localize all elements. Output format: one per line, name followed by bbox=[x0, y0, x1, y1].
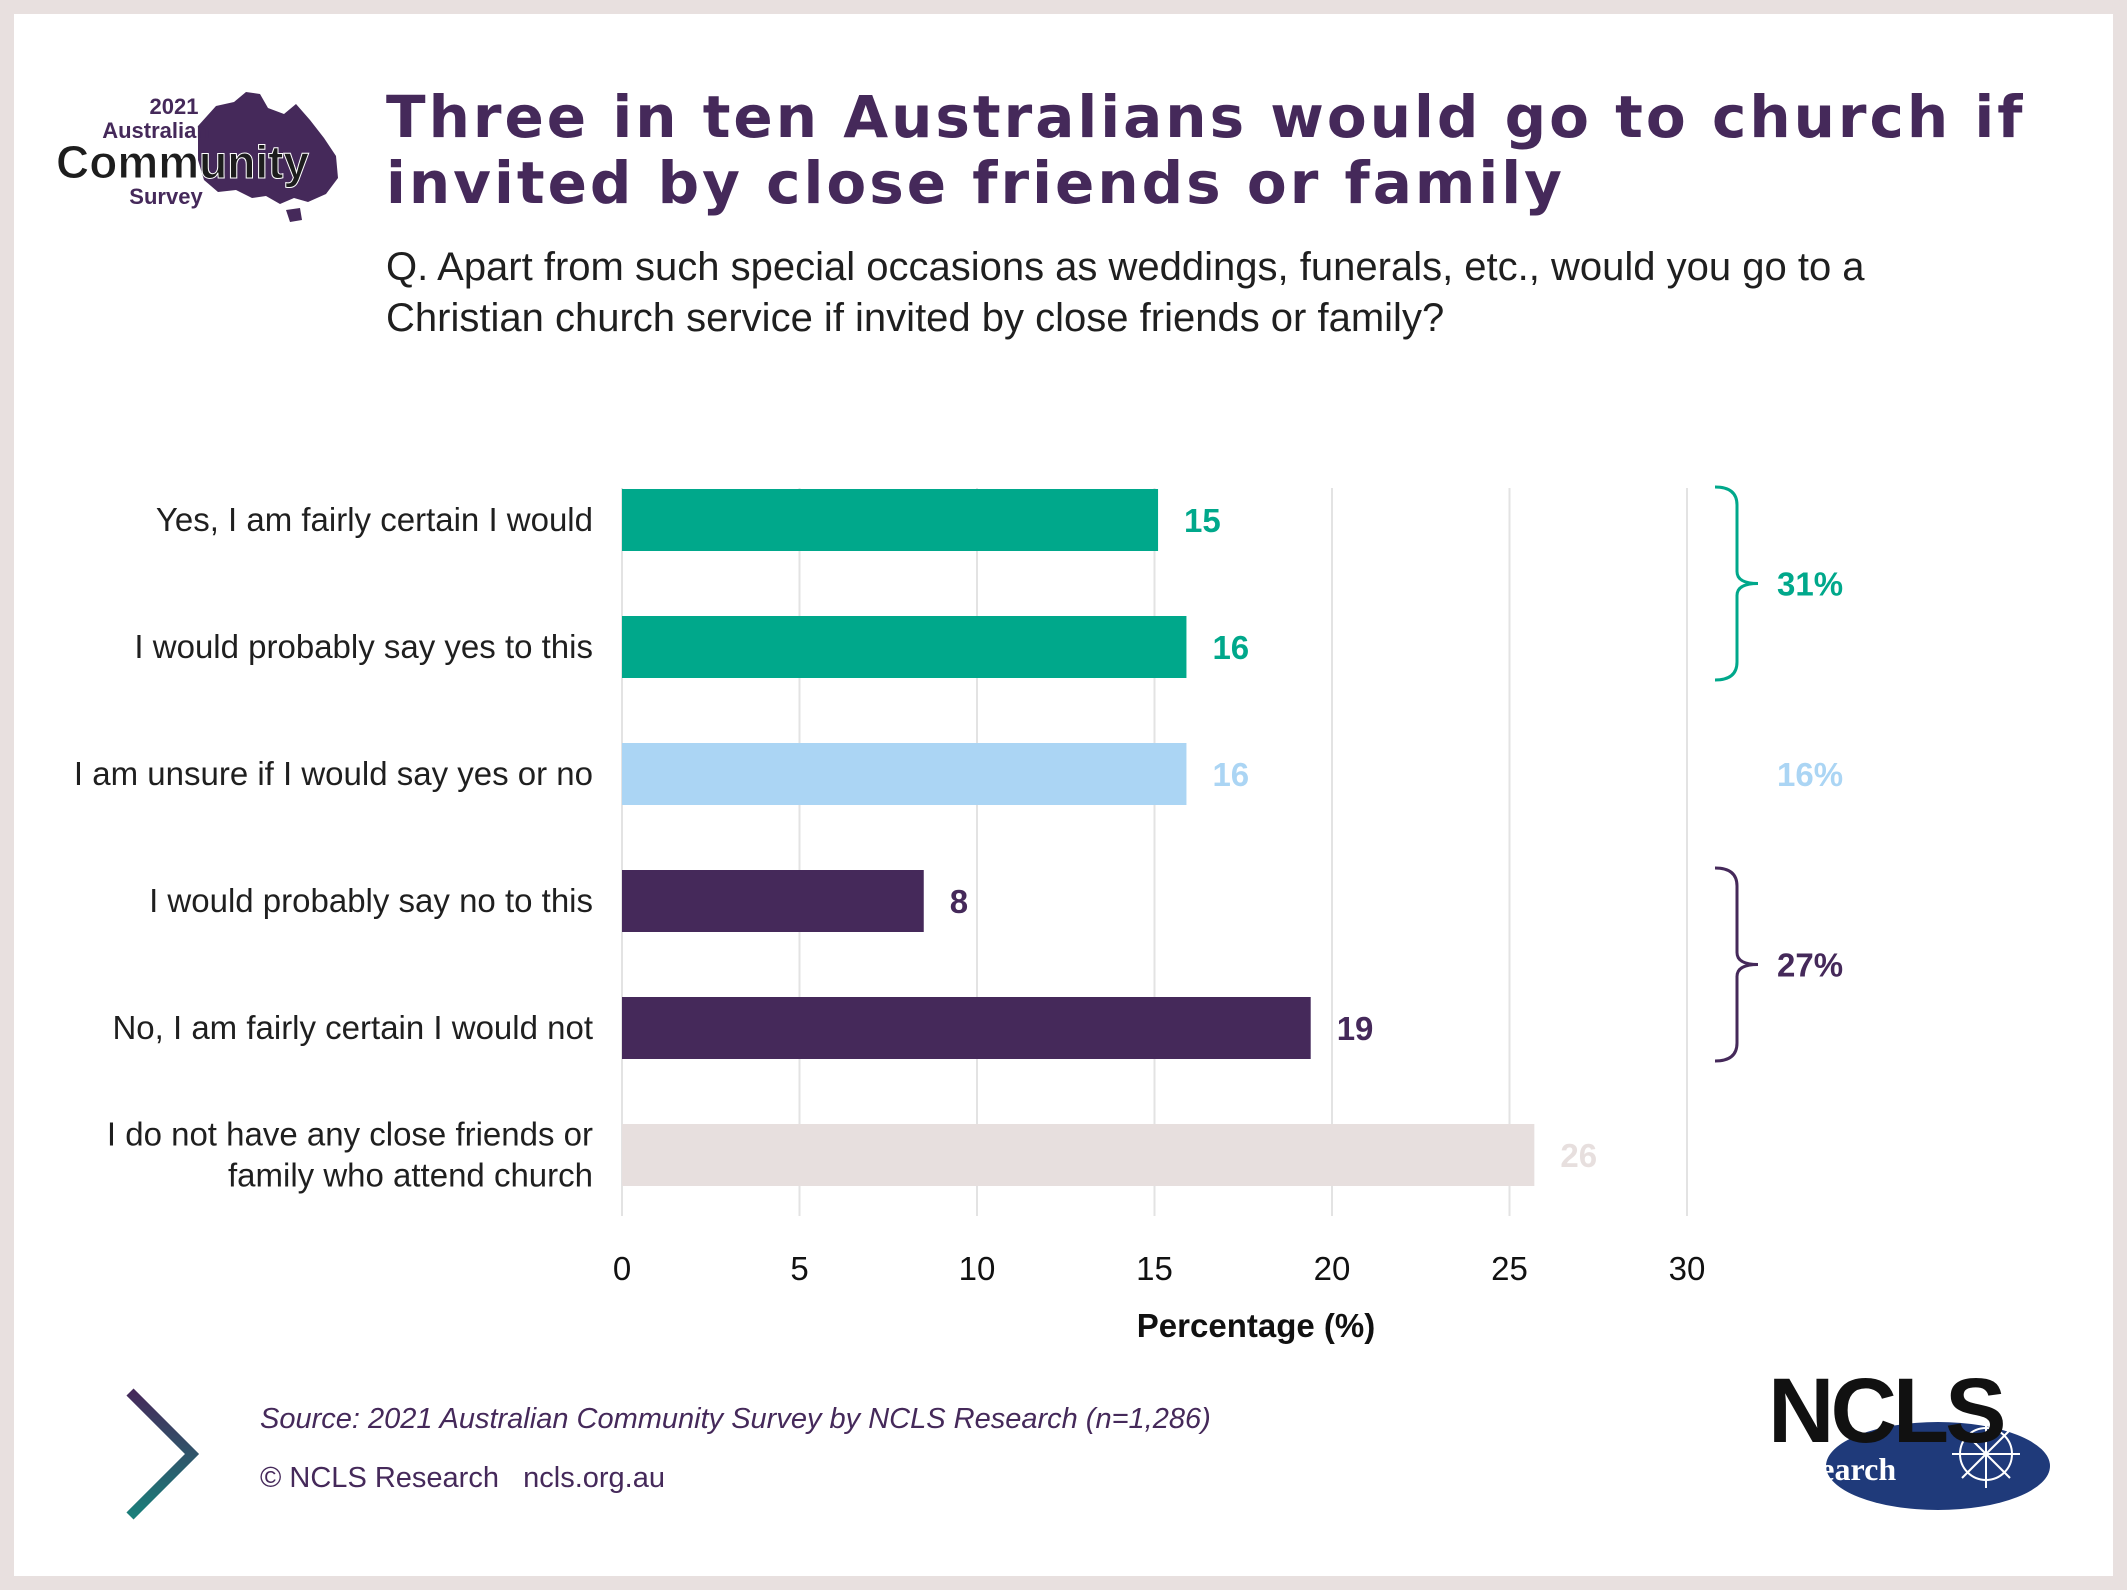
logo-line2: Community bbox=[56, 136, 309, 188]
x-tick-label: 25 bbox=[1491, 1250, 1528, 1287]
category-label: I would probably say yes to this bbox=[134, 628, 593, 665]
category-label-line: No, I am fairly certain I would not bbox=[112, 1009, 593, 1046]
category-label-line: family who attend church bbox=[228, 1157, 593, 1194]
research-wordmark: research bbox=[1780, 1451, 1896, 1487]
value-label: 15 bbox=[1184, 502, 1221, 539]
chevron-right-icon bbox=[126, 1388, 200, 1520]
x-tick-labels: 0 5 10 15 20 25 30 bbox=[613, 1250, 1706, 1287]
survey-question: Q. Apart from such special occasions as … bbox=[386, 245, 1865, 340]
category-label: I am unsure if I would say yes or no bbox=[74, 755, 593, 792]
category-label: I do not have any close friends or family… bbox=[107, 1116, 593, 1194]
category-label: I would probably say no to this bbox=[149, 882, 593, 919]
ncls-wordmark: NCLS bbox=[1768, 1362, 2003, 1462]
bar bbox=[622, 1124, 1535, 1186]
category-labels: Yes, I am fairly certain I would I would … bbox=[74, 501, 593, 1194]
logo-ellipse bbox=[1826, 1422, 2050, 1510]
logo-line1: Australian bbox=[102, 118, 210, 143]
bar bbox=[622, 997, 1311, 1059]
bars bbox=[622, 489, 1535, 1186]
x-tick-label: 0 bbox=[613, 1250, 631, 1287]
logo-year: 2021 bbox=[150, 94, 199, 119]
x-tick-label: 10 bbox=[959, 1250, 996, 1287]
x-tick-label: 15 bbox=[1136, 1250, 1173, 1287]
value-label: 19 bbox=[1337, 1010, 1374, 1047]
value-label: 16 bbox=[1212, 629, 1249, 666]
category-label-line: I would probably say yes to this bbox=[134, 628, 593, 665]
category-label-line: I do not have any close friends or bbox=[107, 1116, 593, 1153]
value-label: 8 bbox=[950, 883, 968, 920]
value-label: 26 bbox=[1560, 1137, 1597, 1174]
group-bracket bbox=[1714, 866, 1759, 1063]
bar bbox=[622, 743, 1187, 805]
compass-icon bbox=[1952, 1399, 2020, 1488]
group-total-label: 16% bbox=[1777, 756, 1843, 793]
x-tick-label: 5 bbox=[790, 1250, 808, 1287]
x-tick-label: 20 bbox=[1314, 1250, 1351, 1287]
category-label-line: I am unsure if I would say yes or no bbox=[74, 755, 593, 792]
source-note: Source: 2021 Australian Community Survey… bbox=[260, 1403, 1211, 1435]
group-bracket bbox=[1714, 485, 1759, 682]
australia-map-icon bbox=[198, 92, 338, 222]
category-label-line: Yes, I am fairly certain I would bbox=[156, 501, 593, 538]
category-label-line: I would probably say no to this bbox=[149, 882, 593, 919]
group-summaries: 31% 16% 27% bbox=[1714, 485, 1843, 1063]
group-total-label: 27% bbox=[1777, 947, 1843, 984]
value-label: 16 bbox=[1212, 756, 1249, 793]
australian-community-survey-logo: 2021 Australian Community Survey bbox=[56, 92, 338, 222]
page-title: Three in ten Australians would go to chu… bbox=[386, 83, 2026, 217]
group-total-label: 31% bbox=[1777, 566, 1843, 603]
bar bbox=[622, 616, 1187, 678]
bar bbox=[622, 870, 924, 932]
grid-lines bbox=[621, 488, 1688, 1216]
x-axis-label: Percentage (%) bbox=[1137, 1307, 1375, 1344]
category-label: Yes, I am fairly certain I would bbox=[156, 501, 593, 538]
bar bbox=[622, 489, 1159, 551]
value-labels: 15 16 16 8 19 26 bbox=[950, 502, 1597, 1174]
x-tick-label: 30 bbox=[1669, 1250, 1706, 1287]
category-label: No, I am fairly certain I would not bbox=[112, 1009, 593, 1046]
copyright-note: © NCLS Research ncls.org.au bbox=[260, 1462, 665, 1494]
logo-line3: Survey bbox=[129, 184, 203, 209]
ncls-research-logo: NCLS research bbox=[1768, 1362, 2050, 1510]
